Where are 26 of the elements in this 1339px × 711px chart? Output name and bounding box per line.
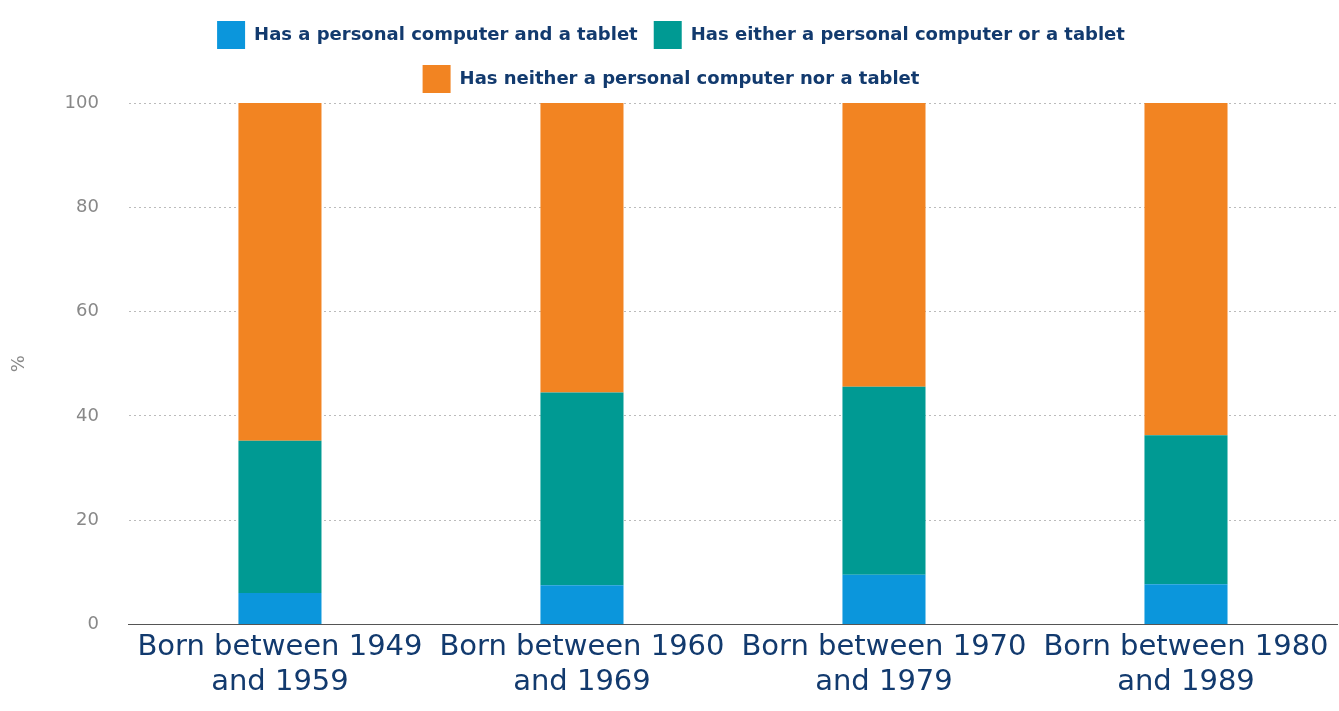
y-tick-label: 80 bbox=[76, 194, 99, 216]
bar bbox=[842, 574, 926, 624]
bar bbox=[540, 103, 624, 393]
bar bbox=[540, 392, 624, 586]
legend-label: Has a personal computer and a tablet bbox=[254, 22, 639, 44]
y-tick-label: 100 bbox=[64, 90, 99, 112]
bar bbox=[540, 585, 624, 624]
y-tick-label: 40 bbox=[76, 403, 99, 425]
y-tick-label: 20 bbox=[76, 507, 99, 529]
bar bbox=[238, 103, 322, 441]
legend-label: Has neither a personal computer nor a tablet bbox=[459, 66, 920, 88]
y-tick-label: 0 bbox=[87, 612, 99, 634]
x-tick-label: Born between 1980 and 1989 bbox=[1043, 628, 1329, 698]
y-tick-label: 60 bbox=[76, 299, 99, 321]
bar bbox=[238, 440, 322, 594]
bar bbox=[1144, 103, 1228, 436]
bar bbox=[842, 103, 926, 387]
legend-label: Has either a personal computer or a tablet bbox=[690, 22, 1126, 44]
bar bbox=[1144, 435, 1228, 585]
bar bbox=[1144, 584, 1228, 624]
y-axis-title: % bbox=[7, 355, 29, 373]
bar bbox=[842, 386, 926, 575]
x-tick-label: Born between 1960 and 1969 bbox=[439, 628, 725, 698]
x-tick-label: Born between 1949 and 1959 bbox=[137, 628, 423, 698]
bar bbox=[238, 593, 322, 624]
x-tick-label: Born between 1970 and 1979 bbox=[741, 628, 1027, 698]
